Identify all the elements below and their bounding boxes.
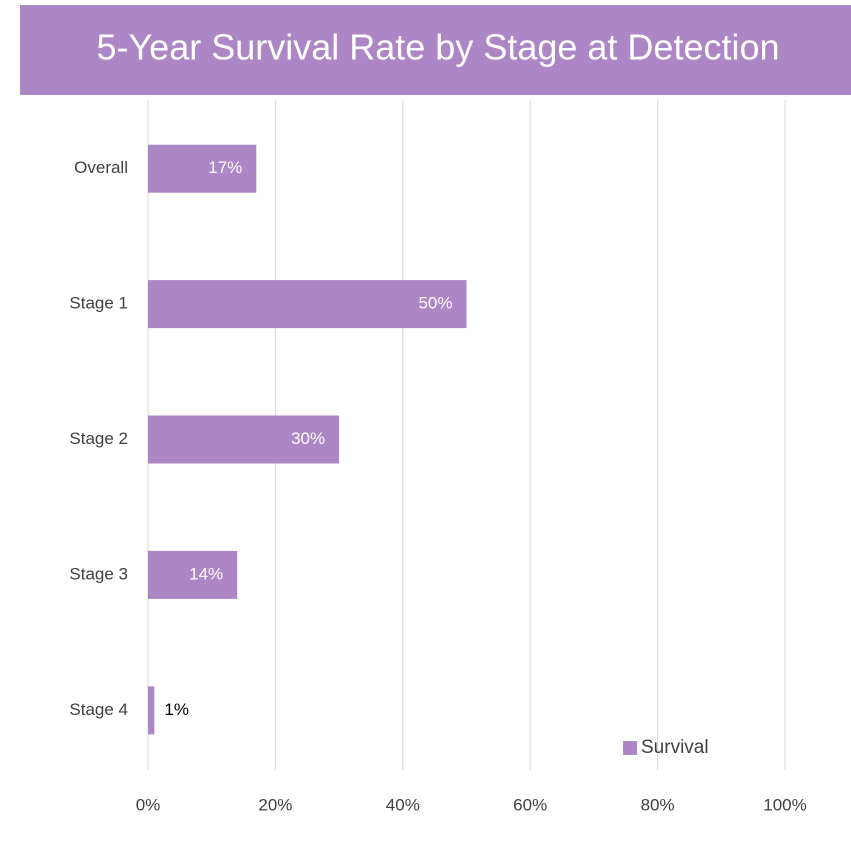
- data-label: 14%: [189, 564, 223, 583]
- bar: [148, 280, 467, 329]
- data-label: 30%: [291, 429, 325, 448]
- title-band: [20, 5, 851, 95]
- x-tick-label: 20%: [258, 795, 292, 814]
- legend-label: Survival: [641, 737, 709, 758]
- y-tick-label: Stage 4: [69, 700, 128, 719]
- x-tick-label: 100%: [763, 795, 806, 814]
- x-tick-label: 0%: [136, 795, 161, 814]
- y-tick-label: Overall: [74, 158, 128, 177]
- chart-title: 5-Year Survival Rate by Stage at Detecti…: [96, 27, 779, 68]
- x-tick-label: 40%: [386, 795, 420, 814]
- y-tick-label: Stage 1: [69, 294, 128, 313]
- bar: [148, 144, 257, 193]
- data-label: 1%: [164, 700, 189, 719]
- x-tick-label: 80%: [641, 795, 675, 814]
- bar: [148, 550, 238, 599]
- bar: [148, 686, 155, 735]
- data-label: 17%: [208, 158, 242, 177]
- x-tick-label: 60%: [513, 795, 547, 814]
- y-tick-label: Stage 2: [69, 429, 128, 448]
- data-label: 50%: [418, 294, 452, 313]
- legend-swatch: [623, 741, 637, 755]
- bar: [148, 415, 340, 464]
- y-tick-label: Stage 3: [69, 564, 128, 583]
